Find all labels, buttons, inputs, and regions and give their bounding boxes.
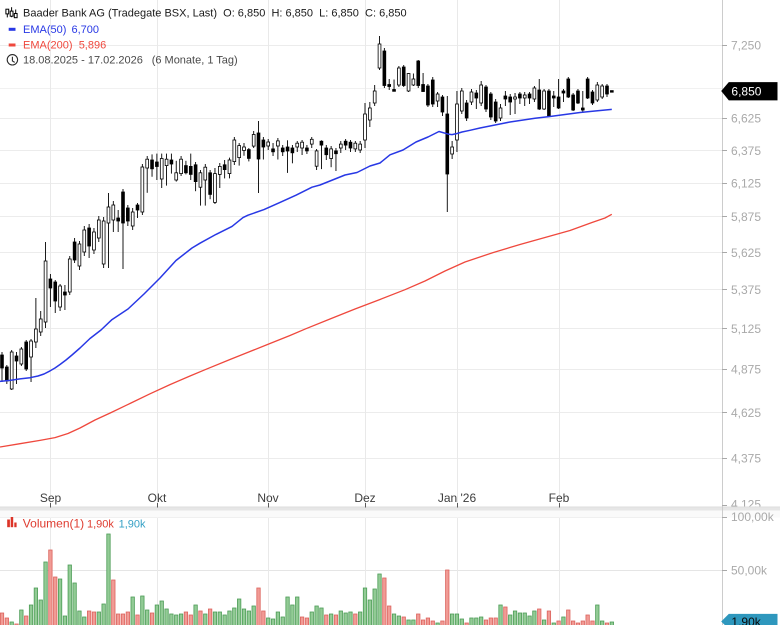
svg-text:4,375: 4,375 — [731, 451, 761, 465]
svg-text:5,125: 5,125 — [731, 322, 761, 336]
svg-text:6,700: 6,700 — [72, 24, 100, 36]
svg-text:7,250: 7,250 — [731, 38, 761, 52]
svg-text:1,90k: 1,90k — [119, 518, 146, 530]
svg-text:6,375: 6,375 — [731, 144, 761, 158]
svg-text:4,875: 4,875 — [731, 363, 761, 377]
svg-text:Dez: Dez — [354, 491, 375, 505]
svg-text:5,875: 5,875 — [731, 210, 761, 224]
svg-text:4,625: 4,625 — [731, 406, 761, 420]
svg-text:6,850: 6,850 — [731, 84, 761, 98]
svg-text:6,125: 6,125 — [731, 176, 761, 190]
svg-text:Baader Bank AG (Tradegate BSX,: Baader Bank AG (Tradegate BSX, Last) O: … — [23, 8, 407, 20]
svg-text:18.08.2025 - 17.02.2026: 18.08.2025 - 17.02.2026 — [23, 54, 143, 66]
svg-text:5,625: 5,625 — [731, 246, 761, 260]
svg-text:(6 Monate, 1 Tag): (6 Monate, 1 Tag) — [152, 54, 238, 66]
svg-text:EMA(200): EMA(200) — [23, 39, 73, 51]
svg-text:100,00k: 100,00k — [731, 510, 775, 524]
svg-text:5,375: 5,375 — [731, 283, 761, 297]
svg-text:5,896: 5,896 — [79, 39, 107, 51]
svg-text:Jan '26: Jan '26 — [438, 491, 477, 505]
svg-text:Okt: Okt — [148, 491, 167, 505]
svg-text:Sep: Sep — [40, 491, 62, 505]
svg-text:Feb: Feb — [549, 491, 570, 505]
svg-text:1,90k: 1,90k — [731, 615, 761, 625]
svg-text:1,90k: 1,90k — [87, 518, 114, 530]
svg-text:Volumen(1): Volumen(1) — [23, 517, 84, 531]
svg-text:50,00k: 50,00k — [731, 564, 768, 578]
svg-text:6,625: 6,625 — [731, 112, 761, 126]
svg-text:Nov: Nov — [257, 491, 278, 505]
svg-text:EMA(50): EMA(50) — [23, 24, 66, 36]
